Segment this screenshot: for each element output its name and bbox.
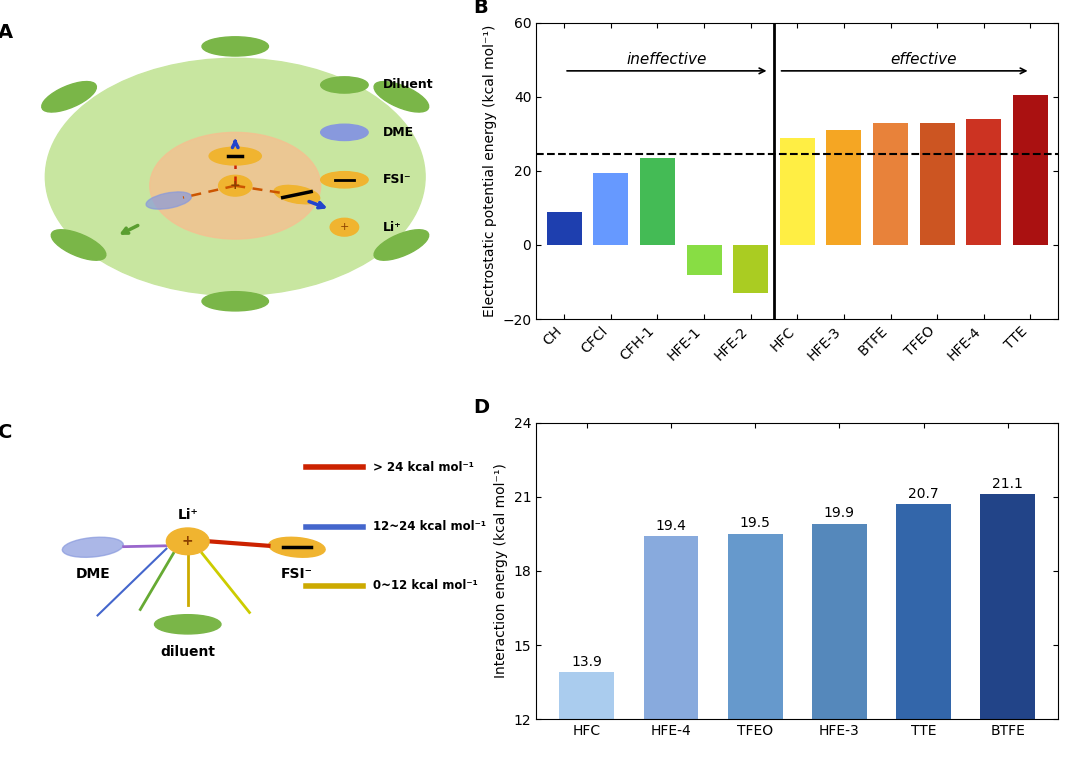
Text: +: + bbox=[181, 534, 193, 548]
Bar bbox=[873, 123, 908, 245]
Text: 20.7: 20.7 bbox=[908, 487, 939, 500]
Text: Diluent: Diluent bbox=[382, 79, 433, 92]
Bar bbox=[728, 534, 783, 757]
Text: ineffective: ineffective bbox=[626, 52, 707, 67]
Y-axis label: Interaction energy (kcal mol⁻¹): Interaction energy (kcal mol⁻¹) bbox=[494, 463, 508, 678]
Ellipse shape bbox=[321, 124, 368, 141]
Text: DME: DME bbox=[76, 566, 110, 581]
Ellipse shape bbox=[202, 291, 269, 311]
Ellipse shape bbox=[146, 192, 191, 209]
Bar bbox=[687, 245, 721, 275]
Ellipse shape bbox=[269, 537, 325, 557]
Text: A: A bbox=[0, 23, 13, 42]
Bar bbox=[559, 672, 615, 757]
Text: DME: DME bbox=[382, 126, 414, 139]
Ellipse shape bbox=[374, 229, 429, 260]
Bar bbox=[640, 158, 675, 245]
Bar bbox=[981, 494, 1036, 757]
Text: 13.9: 13.9 bbox=[571, 655, 603, 668]
Bar bbox=[733, 245, 768, 293]
Text: > 24 kcal mol⁻¹: > 24 kcal mol⁻¹ bbox=[373, 461, 474, 474]
Text: Li⁺: Li⁺ bbox=[382, 221, 401, 234]
Ellipse shape bbox=[51, 229, 106, 260]
Ellipse shape bbox=[42, 82, 96, 112]
Circle shape bbox=[150, 132, 321, 239]
Text: 12~24 kcal mol⁻¹: 12~24 kcal mol⁻¹ bbox=[373, 520, 486, 533]
Text: +: + bbox=[230, 179, 241, 192]
Text: diluent: diluent bbox=[160, 645, 215, 659]
Bar bbox=[826, 130, 862, 245]
Circle shape bbox=[330, 218, 359, 236]
Bar bbox=[1013, 95, 1048, 245]
Text: FSI⁻: FSI⁻ bbox=[382, 173, 411, 186]
Text: effective: effective bbox=[890, 52, 957, 67]
Text: D: D bbox=[473, 398, 489, 417]
Text: 19.5: 19.5 bbox=[740, 516, 771, 530]
Bar bbox=[896, 504, 951, 757]
Bar bbox=[920, 123, 955, 245]
Text: Li⁺: Li⁺ bbox=[177, 508, 198, 522]
Circle shape bbox=[218, 176, 252, 196]
Ellipse shape bbox=[202, 37, 269, 56]
Ellipse shape bbox=[154, 615, 221, 634]
Bar bbox=[593, 173, 629, 245]
Ellipse shape bbox=[210, 147, 261, 165]
Text: B: B bbox=[473, 0, 488, 17]
Ellipse shape bbox=[321, 76, 368, 93]
Text: 19.9: 19.9 bbox=[824, 506, 855, 520]
Ellipse shape bbox=[274, 185, 320, 204]
Ellipse shape bbox=[63, 537, 123, 557]
Bar bbox=[967, 119, 1001, 245]
Ellipse shape bbox=[374, 82, 429, 112]
Bar bbox=[644, 537, 699, 757]
Text: 0~12 kcal mol⁻¹: 0~12 kcal mol⁻¹ bbox=[373, 579, 477, 592]
Bar bbox=[812, 524, 867, 757]
Bar bbox=[546, 212, 582, 245]
Circle shape bbox=[166, 528, 210, 555]
Text: +: + bbox=[340, 223, 349, 232]
Text: 21.1: 21.1 bbox=[993, 477, 1024, 491]
Ellipse shape bbox=[321, 172, 368, 188]
Text: C: C bbox=[0, 423, 12, 442]
Bar bbox=[780, 138, 814, 245]
Y-axis label: Electrostatic potential energy (kcal mol⁻¹): Electrostatic potential energy (kcal mol… bbox=[483, 25, 497, 317]
Circle shape bbox=[45, 58, 426, 295]
Text: 19.4: 19.4 bbox=[656, 519, 687, 533]
Text: FSI⁻: FSI⁻ bbox=[281, 566, 313, 581]
